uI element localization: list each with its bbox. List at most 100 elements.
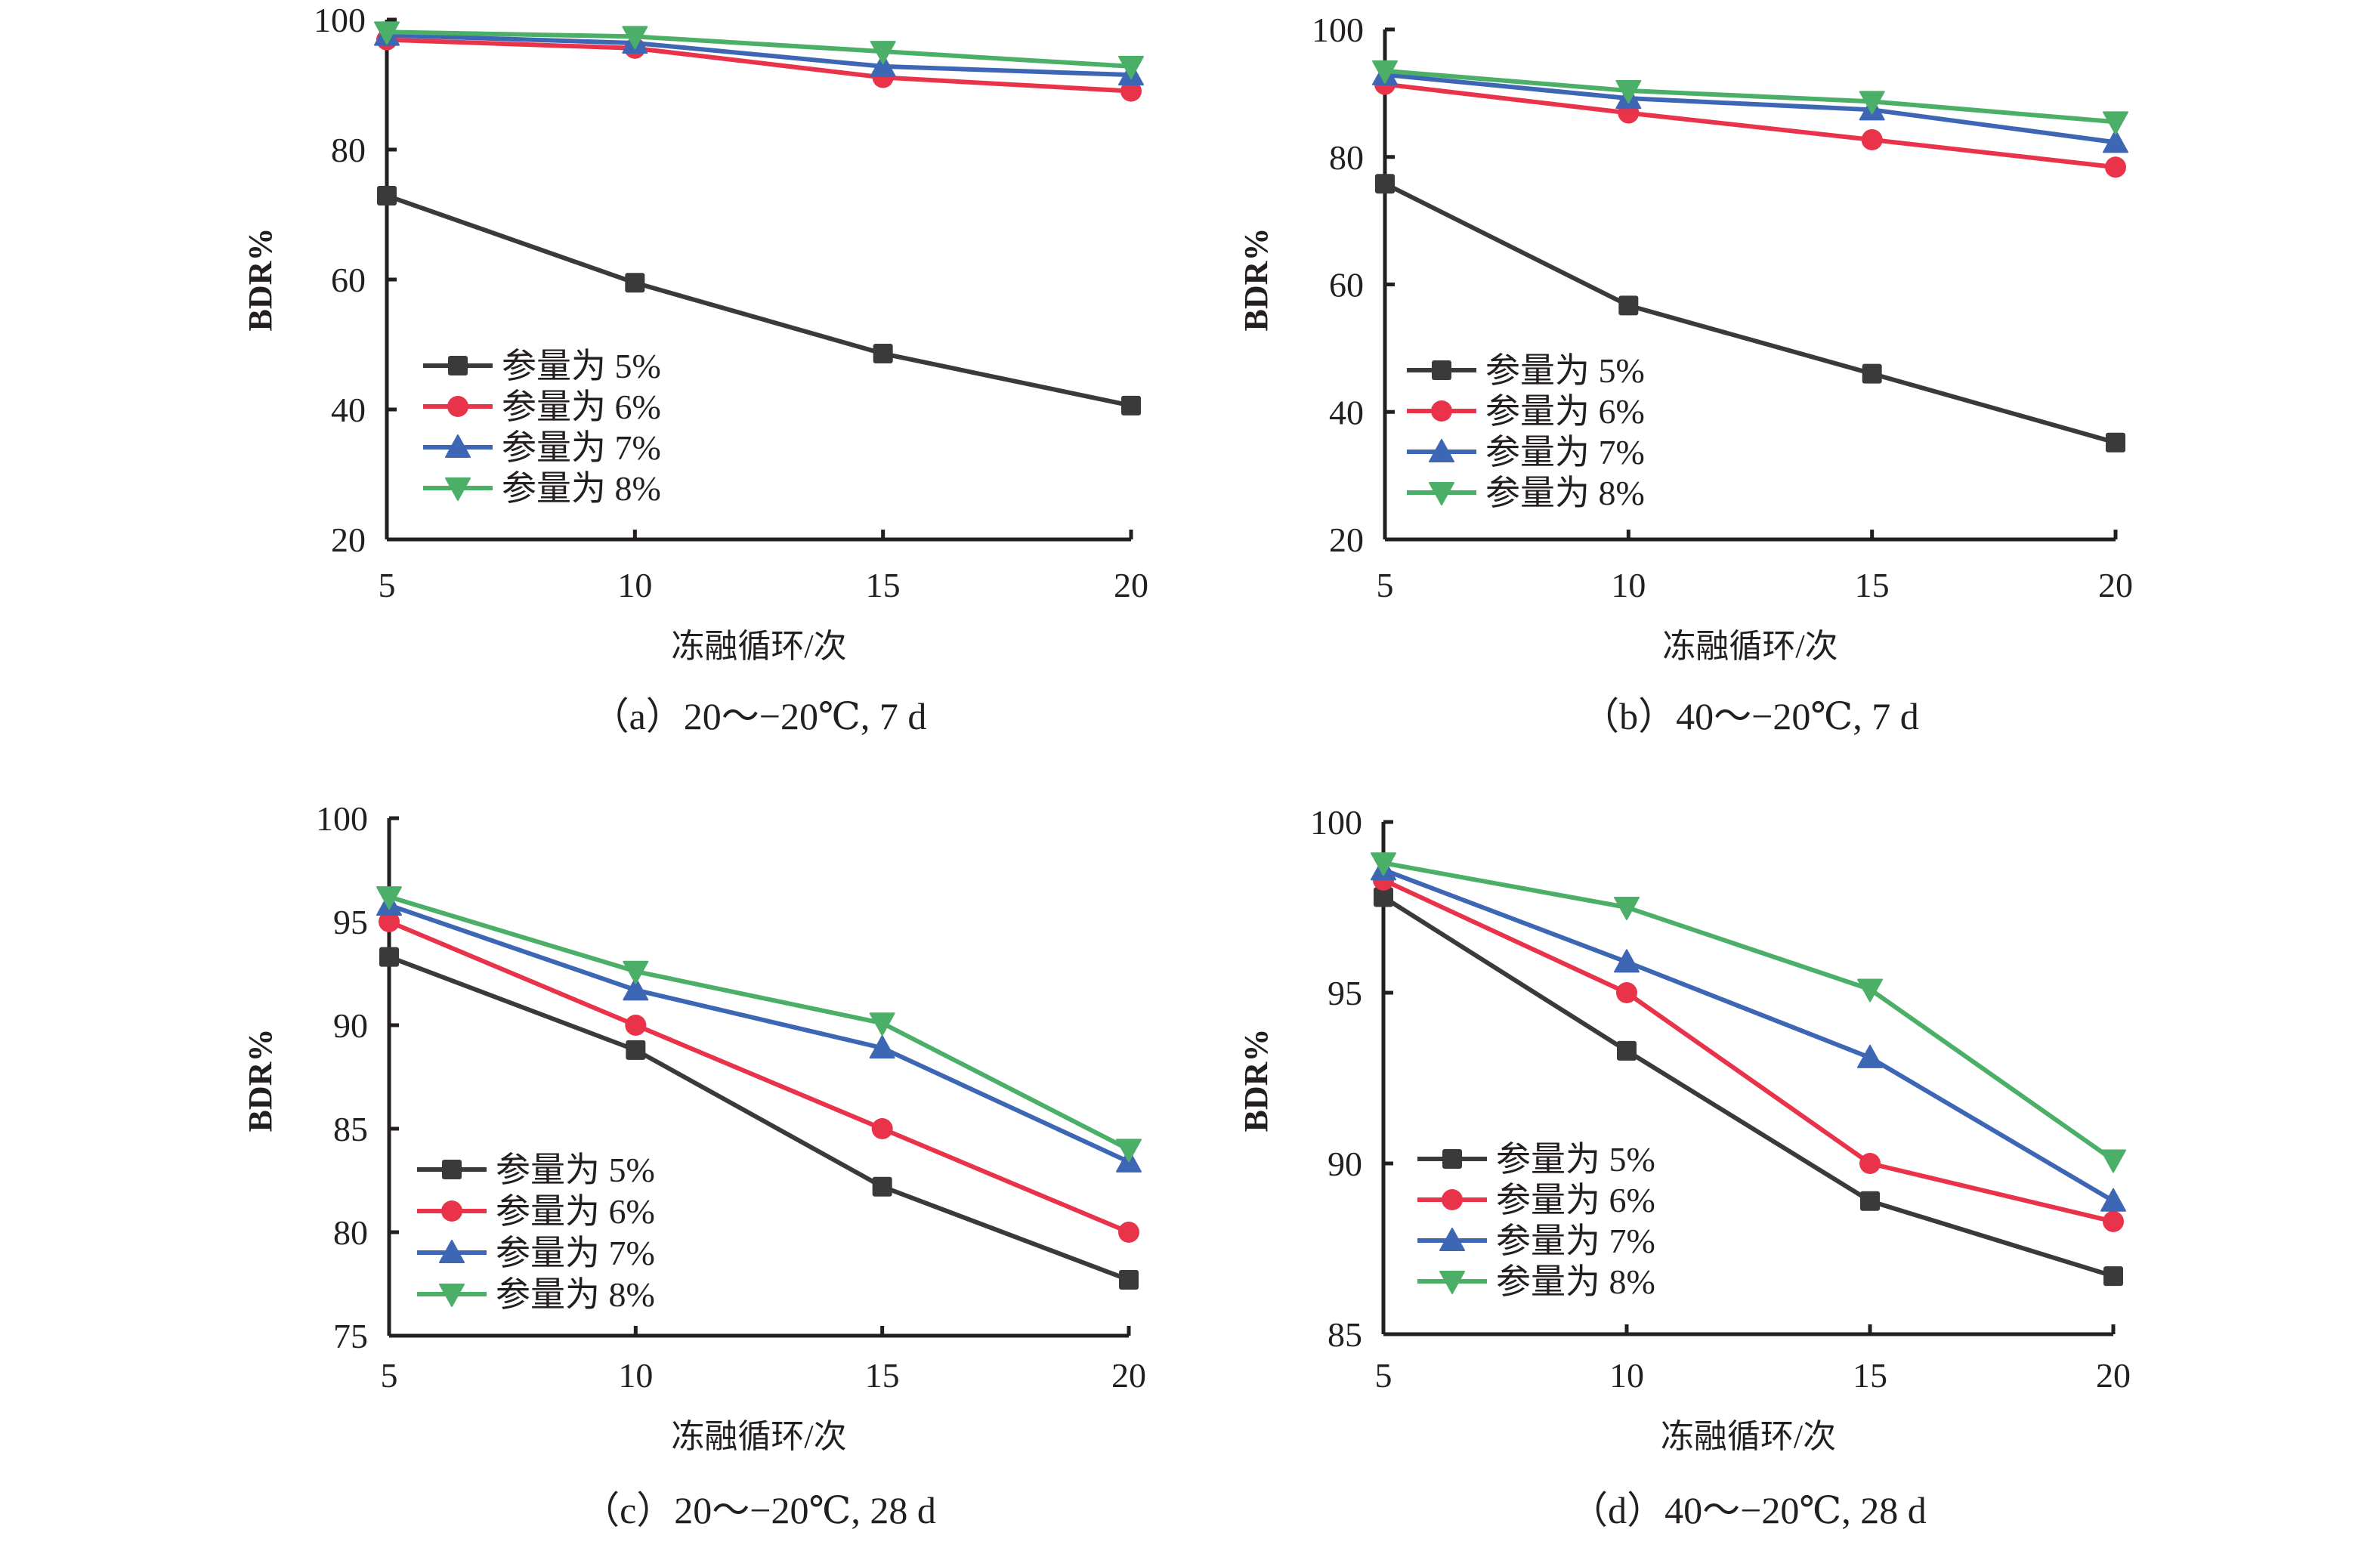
legend-label: 参量为 7% bbox=[496, 1234, 655, 1272]
legend: 参量为 5%参量为 6%参量为 7%参量为 8% bbox=[423, 347, 661, 508]
legend-label: 参量为 8% bbox=[1496, 1262, 1655, 1301]
legend-label: 参量为 8% bbox=[1485, 474, 1645, 512]
legend-marker bbox=[447, 396, 468, 417]
data-point bbox=[1120, 80, 1142, 102]
data-point bbox=[2103, 1266, 2123, 1287]
legend-marker bbox=[445, 434, 471, 458]
series-6pct bbox=[379, 911, 1139, 1243]
legend-item: 参量为 5% bbox=[423, 347, 661, 385]
legend-item: 参量为 5% bbox=[1407, 351, 1645, 390]
y-tick-label: 100 bbox=[314, 1, 366, 39]
data-point bbox=[869, 1035, 895, 1059]
series-7pct bbox=[376, 892, 1142, 1173]
data-point bbox=[1861, 128, 1883, 150]
series-line bbox=[1384, 82, 2116, 170]
x-tick-label: 15 bbox=[1855, 566, 1890, 604]
data-point bbox=[1118, 55, 1144, 79]
chart-panel-c: 75 80 85 90 95 100 5 10 15 20 冻融循环/次 BDR% （c）20～−20℃… bbox=[242, 799, 1146, 1531]
x-tick-label: 15 bbox=[866, 566, 901, 604]
x-tick-label: 5 bbox=[1377, 566, 1394, 604]
x-tick-label: 5 bbox=[1375, 1356, 1392, 1395]
panel-caption: （c）20～−20℃, 28 d bbox=[582, 1489, 936, 1531]
panel-caption: （b）40～−20℃, 7 d bbox=[1581, 695, 1919, 737]
series-7pct bbox=[1372, 61, 2128, 153]
chart-panel-b: 20 40 60 80 100 5 10 15 20 冻融循环/次 BDR% （b）40～−20℃, … bbox=[1238, 11, 2133, 737]
data-point bbox=[1614, 897, 1640, 920]
data-point bbox=[377, 186, 397, 206]
data-point bbox=[376, 886, 402, 910]
legend-marker bbox=[1429, 439, 1454, 462]
y-tick-label: 20 bbox=[331, 521, 366, 559]
data-point bbox=[1375, 174, 1395, 194]
y-tick-label: 80 bbox=[333, 1213, 368, 1252]
x-tick-label: 20 bbox=[1114, 566, 1148, 604]
legend-item: 参量为 8% bbox=[1407, 474, 1645, 512]
data-point bbox=[869, 1012, 895, 1037]
y-tick-label: 85 bbox=[1328, 1315, 1362, 1354]
series-5pct bbox=[377, 186, 1141, 416]
legend-marker bbox=[1439, 1228, 1465, 1251]
legend-marker bbox=[1432, 360, 1451, 380]
legend-label: 参量为 6% bbox=[496, 1192, 655, 1231]
y-tick-label: 85 bbox=[333, 1110, 368, 1148]
series-6pct bbox=[1373, 869, 2124, 1232]
data-point bbox=[1118, 1222, 1139, 1243]
legend-marker bbox=[1442, 1149, 1462, 1169]
x-tick-label: 10 bbox=[617, 566, 652, 604]
legend-marker bbox=[448, 356, 468, 375]
legend-label: 参量为 6% bbox=[1485, 392, 1645, 431]
x-tick-label: 10 bbox=[1611, 566, 1646, 604]
data-point bbox=[623, 960, 649, 984]
data-point bbox=[1116, 1139, 1142, 1163]
x-tick-label: 20 bbox=[1111, 1356, 1146, 1395]
data-point bbox=[2100, 1188, 2126, 1212]
legend-item: 参量为 6% bbox=[1417, 1181, 1655, 1219]
legend-item: 参量为 8% bbox=[423, 469, 661, 508]
data-point bbox=[2106, 432, 2125, 453]
data-point bbox=[2105, 156, 2126, 178]
chart-panel-d: 85 90 95 100 5 10 15 20 冻融循环/次 BDR% （d）40～−20℃, 28… bbox=[1238, 803, 2131, 1531]
panel-caption: （d）40～−20℃, 28 d bbox=[1570, 1489, 1927, 1531]
series-line bbox=[1382, 867, 2115, 1203]
data-point bbox=[870, 41, 896, 65]
legend-item: 参量为 8% bbox=[417, 1275, 655, 1314]
legend-label: 参量为 7% bbox=[1496, 1222, 1655, 1260]
series-line bbox=[386, 32, 1132, 78]
legend-label: 参量为 7% bbox=[502, 428, 661, 467]
series-line bbox=[386, 193, 1132, 408]
data-point bbox=[2103, 111, 2128, 135]
legend-item: 参量为 7% bbox=[1417, 1222, 1655, 1260]
series-line bbox=[388, 895, 1130, 1152]
x-axis-title: 冻融循环/次 bbox=[671, 628, 846, 665]
data-point bbox=[379, 947, 399, 967]
legend: 参量为 5%参量为 6%参量为 7%参量为 8% bbox=[417, 1151, 655, 1314]
legend-marker bbox=[1442, 1189, 1463, 1210]
x-tick-label: 10 bbox=[618, 1356, 653, 1395]
legend-label: 参量为 8% bbox=[502, 469, 661, 508]
y-tick-label: 100 bbox=[316, 799, 368, 838]
series-line bbox=[388, 954, 1130, 1282]
data-point bbox=[622, 26, 648, 50]
y-tick-label: 95 bbox=[333, 903, 368, 941]
data-point bbox=[871, 1118, 893, 1139]
data-point bbox=[379, 911, 400, 932]
series-line bbox=[1383, 181, 2116, 445]
series-line bbox=[1383, 861, 2115, 1162]
data-point bbox=[2103, 1210, 2124, 1232]
data-point bbox=[625, 1015, 647, 1036]
data-point bbox=[1371, 852, 1396, 876]
chart-panel-a: 20 40 60 80 100 5 10 15 20 冻融循环/次 BDR% （a）20～−20℃, … bbox=[242, 1, 1148, 737]
series-line bbox=[1382, 878, 2114, 1224]
panel-caption: （a）20～−20℃, 7 d bbox=[592, 695, 927, 737]
y-axis-title: BDR% bbox=[242, 228, 279, 332]
legend-label: 参量为 6% bbox=[1496, 1181, 1655, 1219]
y-tick-label: 40 bbox=[1329, 393, 1364, 431]
legend-marker bbox=[441, 1200, 462, 1222]
y-tick-label: 60 bbox=[331, 261, 366, 299]
series-5pct bbox=[379, 947, 1139, 1290]
data-point bbox=[1121, 395, 1141, 416]
x-axis-title: 冻融循环/次 bbox=[671, 1418, 846, 1455]
x-tick-label: 20 bbox=[2098, 566, 2133, 604]
legend-item: 参量为 6% bbox=[423, 388, 661, 426]
